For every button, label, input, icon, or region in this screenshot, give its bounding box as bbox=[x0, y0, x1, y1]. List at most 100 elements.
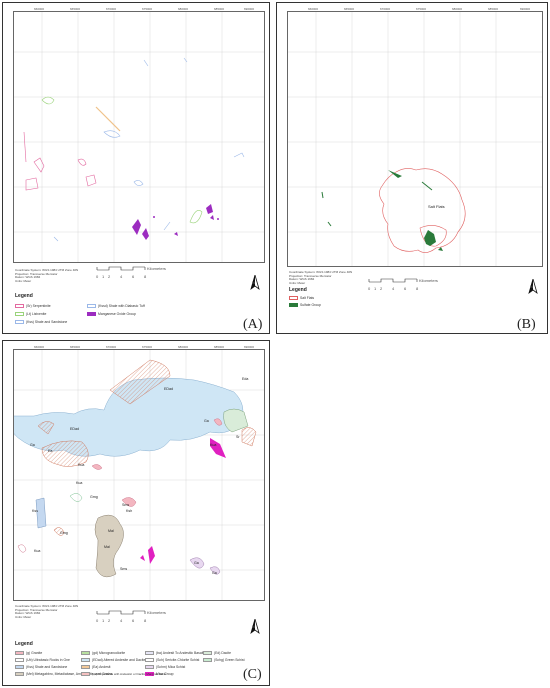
legend-item: (da) Rhyodacite with Andesitic or Daciti… bbox=[81, 672, 166, 676]
panel-label: (A) bbox=[243, 317, 263, 332]
map-label: Kua bbox=[78, 463, 84, 467]
legend-label: (g) Granite bbox=[26, 651, 43, 655]
legend-swatch bbox=[81, 665, 90, 669]
granite-polygon bbox=[121, 497, 137, 507]
crs-line: Datum: WGS 1984 bbox=[289, 277, 315, 282]
scale-unit: Kilometers bbox=[419, 278, 438, 283]
map-label: Ga bbox=[194, 561, 199, 565]
serpentinite-polygon bbox=[33, 157, 45, 173]
sulfate-group-polygon bbox=[321, 191, 324, 199]
map-label: EDad bbox=[164, 387, 173, 391]
crs-line: Projection: Transverse Mercator bbox=[15, 271, 58, 276]
map-label: Ksh bbox=[126, 509, 132, 513]
crs-line: Units: Meter bbox=[15, 278, 32, 283]
kss-polygon bbox=[163, 221, 171, 231]
legend-item: (g) Granite bbox=[15, 651, 42, 655]
legend-item: (Sr) Serpentinite bbox=[15, 304, 51, 308]
crs-line: Projection: Transverse Mercator bbox=[289, 273, 332, 278]
panel-b: Salt Flats 660000 665000 670000 675000 6… bbox=[276, 2, 548, 334]
legend-label: Manganese Oxide Group bbox=[98, 312, 136, 316]
legend-item: (Mel) Metagabbro, Metadiabase, Amphiboli… bbox=[15, 672, 113, 676]
legend-title: Legend bbox=[15, 293, 33, 299]
legend-label: (Ea) Andesit bbox=[92, 665, 111, 669]
map-label: Eda bbox=[242, 377, 248, 381]
x-tick: 680000 bbox=[452, 7, 463, 11]
manganese-oxide-polygon bbox=[174, 232, 178, 236]
crs-info: Coordinate System: WGS 1984 UTM Zone 40N… bbox=[15, 268, 85, 283]
north-arrow: N bbox=[249, 619, 261, 641]
scale-tick: 4 bbox=[120, 618, 123, 623]
salt-flats-polygon bbox=[379, 168, 466, 253]
panel-a-map bbox=[14, 12, 264, 262]
x-tick: 690000 bbox=[244, 7, 255, 11]
map-label: Kua bbox=[34, 549, 40, 553]
legend-swatch bbox=[145, 651, 154, 655]
scale-unit: Kilometers bbox=[147, 610, 166, 615]
legend-item: Manganese Oxide Group bbox=[87, 312, 136, 316]
granite-outline bbox=[17, 544, 27, 553]
dacite-polygon bbox=[223, 408, 249, 433]
legend-swatch bbox=[15, 665, 24, 669]
x-tick: 685000 bbox=[488, 7, 499, 11]
scale-tick: 4 bbox=[120, 274, 123, 279]
kss-polygon bbox=[53, 236, 59, 242]
x-tick: 665000 bbox=[70, 7, 81, 11]
legend-swatch bbox=[289, 303, 298, 307]
panel-a-map-frame: 660000 665000 670000 675000 680000 68500… bbox=[13, 7, 265, 263]
scale-unit: Kilometers bbox=[147, 266, 166, 271]
x-tick: 690000 bbox=[520, 7, 531, 11]
x-tick: 670000 bbox=[106, 7, 117, 11]
legend-swatch bbox=[203, 651, 212, 655]
scale-tick: 6 bbox=[132, 274, 135, 279]
panel-c: EDad EDad Eda Ga Ga Ea Kua Kua Sr Kua Gm… bbox=[2, 340, 270, 686]
sulfate-group-polygon bbox=[438, 247, 443, 251]
kss-polygon bbox=[103, 130, 121, 138]
kss-polygon bbox=[23, 131, 27, 163]
legend-title: Legend bbox=[289, 287, 307, 293]
map-label: Ga bbox=[30, 443, 35, 447]
crs-line: Coordinate System: WGS 1984 UTM Zone 40N bbox=[15, 268, 79, 272]
map-label: Ga bbox=[212, 571, 217, 575]
scale-tick: 8 bbox=[144, 618, 147, 623]
north-arrow: N bbox=[527, 279, 539, 301]
green-schist-polygon bbox=[69, 493, 83, 502]
north-label: N bbox=[530, 284, 533, 289]
legend-item: (Kssd) Shale with Diabasic Tuff bbox=[87, 304, 145, 308]
andesite-polygon bbox=[241, 427, 257, 447]
granite-polygon bbox=[91, 464, 103, 470]
mica-group-polygon bbox=[148, 546, 155, 564]
legend-item: (Ed) Dacite bbox=[203, 651, 231, 655]
scale-tick: 4 bbox=[392, 286, 395, 291]
crs-line: Datum: WGS 1984 bbox=[15, 611, 41, 616]
sulfate-group-polygon bbox=[388, 170, 402, 178]
panel-b-map: Salt Flats bbox=[288, 12, 542, 266]
map-label: Ea bbox=[48, 449, 52, 453]
scale-bar: Kilometers 0 1 2 4 6 8 bbox=[95, 265, 166, 279]
legend-item: (Schg) Green Schist bbox=[203, 658, 245, 662]
north-arrow: N bbox=[249, 275, 261, 297]
manganese-oxide-point bbox=[153, 216, 155, 218]
scale-bar-graphic bbox=[96, 610, 146, 615]
legend-swatch bbox=[15, 672, 24, 676]
legend-swatch bbox=[145, 665, 154, 669]
scale-bar: Kilometers 0 1 2 4 6 8 bbox=[95, 609, 166, 623]
kss-polygon bbox=[133, 180, 144, 186]
legend-item: (Lt) Listvenite bbox=[15, 312, 46, 316]
crs-info: Coordinate System: WGS 1984 UTM Zone 40N… bbox=[289, 270, 359, 285]
legend-label: (Schm) Mica Schist bbox=[156, 665, 186, 669]
legend-swatch bbox=[81, 658, 90, 662]
legend-label: (Ub) Ultrabasic Rocks in Gne bbox=[26, 658, 70, 662]
sulfate-group-polygon bbox=[421, 181, 433, 191]
x-tick: 660000 bbox=[308, 7, 319, 11]
legend-item: (gd) Microgranodiorite bbox=[81, 651, 125, 655]
legend-swatch bbox=[203, 658, 212, 662]
x-tick: 660000 bbox=[34, 345, 45, 349]
crs-line: Units: Meter bbox=[15, 614, 32, 619]
mica-group-polygon bbox=[210, 438, 226, 458]
legend-label: (Kss) Shale and Sandstone bbox=[26, 320, 68, 324]
manganese-oxide-point bbox=[217, 218, 219, 220]
x-tick: 675000 bbox=[416, 7, 427, 11]
legend-swatch bbox=[87, 312, 96, 316]
scale-bar: Kilometers 0 1 2 4 6 8 bbox=[367, 277, 438, 291]
north-arrow-icon bbox=[528, 279, 538, 295]
